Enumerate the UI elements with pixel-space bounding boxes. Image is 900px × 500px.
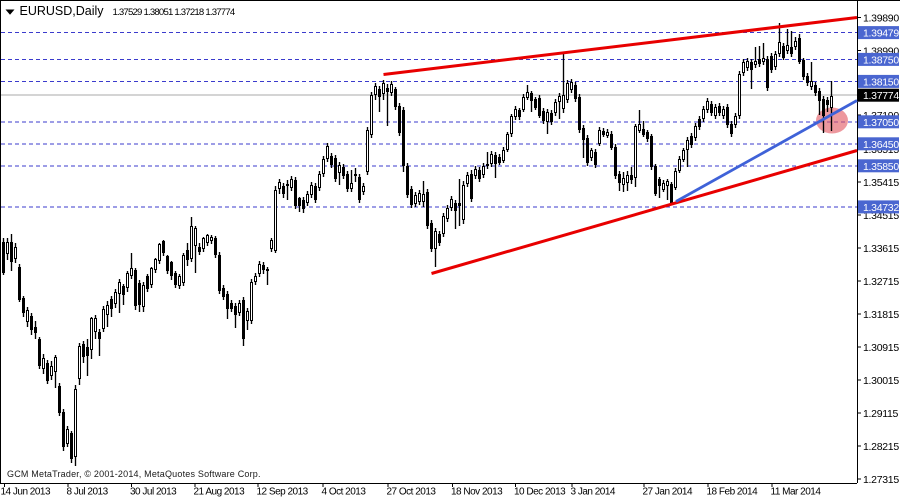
svg-text:1.29115: 1.29115: [863, 408, 899, 420]
svg-text:18 Nov 2013: 18 Nov 2013: [451, 487, 503, 498]
svg-text:1.33615: 1.33615: [863, 243, 899, 255]
svg-text:27 Oct 2013: 27 Oct 2013: [387, 487, 437, 498]
svg-text:3 Jan 2014: 3 Jan 2014: [571, 487, 616, 498]
svg-text:1.31815: 1.31815: [863, 309, 899, 321]
svg-text:27 Jan 2014: 27 Jan 2014: [643, 487, 693, 498]
svg-text:11 Mar 2014: 11 Mar 2014: [771, 487, 822, 498]
svg-text:1.37774: 1.37774: [863, 90, 899, 102]
svg-text:1.36450: 1.36450: [863, 139, 899, 151]
svg-text:GCM MetaTrader, © 2001-2014, M: GCM MetaTrader, © 2001-2014, MetaQuotes …: [7, 469, 261, 479]
svg-text:EURUSD,Daily: EURUSD,Daily: [20, 4, 105, 18]
svg-text:1.39890: 1.39890: [863, 13, 899, 25]
svg-text:1.37050: 1.37050: [863, 117, 899, 129]
svg-text:30 Jul 2013: 30 Jul 2013: [130, 487, 177, 498]
svg-text:1.38750: 1.38750: [863, 54, 899, 66]
svg-text:1.38150: 1.38150: [863, 76, 899, 88]
svg-text:1.35850: 1.35850: [863, 161, 899, 173]
svg-text:18 Feb 2014: 18 Feb 2014: [707, 487, 759, 498]
svg-text:1.27315: 1.27315: [863, 474, 899, 486]
svg-text:1.28215: 1.28215: [863, 441, 899, 453]
svg-text:4 Oct 2013: 4 Oct 2013: [322, 487, 367, 498]
svg-text:1.30015: 1.30015: [863, 375, 899, 387]
svg-text:10 Dec 2013: 10 Dec 2013: [514, 487, 566, 498]
svg-text:12 Sep 2013: 12 Sep 2013: [257, 487, 309, 498]
svg-text:1.32715: 1.32715: [863, 276, 899, 288]
svg-text:21 Aug 2013: 21 Aug 2013: [194, 487, 246, 498]
svg-text:1.35415: 1.35415: [863, 177, 899, 189]
svg-text:1.30915: 1.30915: [863, 342, 899, 354]
svg-text:1.37529 1.38051 1.37218 1.3777: 1.37529 1.38051 1.37218 1.37774: [113, 7, 236, 18]
svg-text:1.39479: 1.39479: [863, 28, 899, 40]
svg-text:1.34732: 1.34732: [863, 202, 899, 214]
svg-text:8 Jul 2013: 8 Jul 2013: [67, 487, 109, 498]
svg-text:14 Jun 2013: 14 Jun 2013: [1, 487, 51, 498]
